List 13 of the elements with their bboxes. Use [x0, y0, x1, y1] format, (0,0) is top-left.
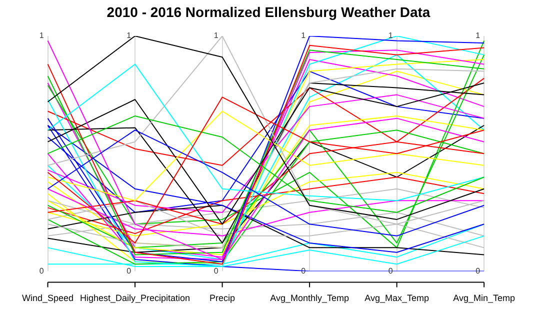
chart-title: 2010 - 2016 Normalized Ellensburg Weather Data [106, 4, 432, 20]
annotation: 1 [476, 31, 481, 40]
annotation: 1 [214, 31, 219, 40]
x-tick-label: Wind_Speed [22, 293, 74, 304]
x-tick-label: Avg_Min_Temp [453, 293, 516, 304]
annotation: 1 [301, 31, 306, 40]
annotation: 0 [126, 266, 132, 276]
x-tick-label: Avg_Max_Temp [364, 293, 429, 304]
x-tick-label: Precip [210, 293, 236, 304]
x-tick-label: Highest_Daily_Precipitation [80, 293, 190, 304]
x-tick-label: Avg_Monthly_Temp [270, 293, 349, 304]
annotation: 0 [214, 266, 219, 276]
annotation: 1 [126, 31, 132, 40]
